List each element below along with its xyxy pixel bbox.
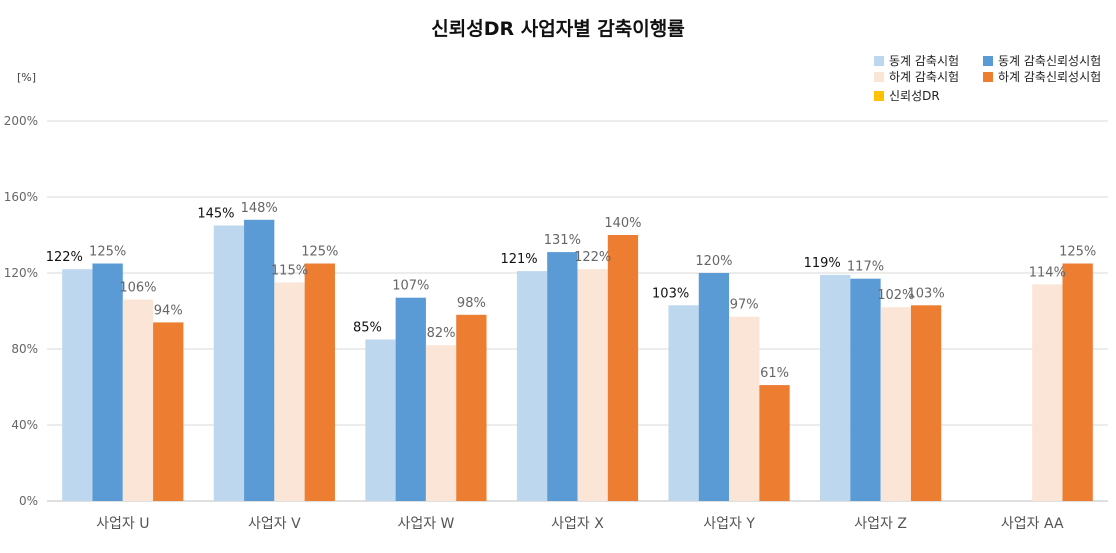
bar	[516, 271, 548, 501]
y-tick-label: 40%	[11, 418, 38, 432]
data-label: 61%	[760, 366, 789, 381]
data-label: 102%	[877, 288, 914, 303]
data-label: 115%	[271, 264, 308, 279]
bar	[213, 225, 245, 501]
bar	[1062, 263, 1093, 501]
bar	[729, 316, 760, 501]
category-label: 사업자 Y	[703, 516, 755, 532]
category-label: 사업자 Z	[854, 516, 907, 532]
bar	[759, 385, 790, 501]
data-label: 107%	[392, 279, 429, 294]
data-label: 94%	[154, 303, 183, 318]
data-label: 103%	[908, 286, 945, 301]
legend-swatch	[874, 72, 884, 82]
bar	[244, 219, 275, 502]
bar	[698, 273, 730, 501]
legend-label: 동계 감축신뢰성시험	[998, 54, 1101, 68]
bar	[395, 297, 426, 501]
legend-swatch	[983, 72, 993, 82]
chart-title: 신뢰성DR 사업자별 감축이행률	[431, 18, 684, 40]
legend-swatch	[874, 56, 884, 66]
data-label: 120%	[695, 254, 732, 269]
y-tick-label: 0%	[19, 494, 38, 508]
bar	[456, 314, 487, 501]
data-label: 85%	[353, 321, 382, 336]
data-label: 122%	[46, 250, 83, 265]
data-label: 82%	[427, 326, 456, 341]
data-label: 125%	[89, 245, 126, 260]
legend-label: 신뢰성DR	[889, 89, 940, 103]
y-unit-label: [%]	[17, 71, 36, 84]
y-tick-label: 80%	[11, 342, 38, 356]
bars	[62, 219, 1093, 502]
bar	[274, 282, 305, 501]
bar	[304, 263, 335, 501]
data-label: 131%	[544, 233, 581, 248]
legend-label: 동계 감축시험	[889, 54, 959, 68]
data-label: 106%	[119, 281, 156, 296]
bar	[607, 235, 639, 501]
y-tick-label: 200%	[4, 114, 38, 128]
data-label: 125%	[1059, 245, 1096, 260]
bar	[122, 299, 154, 501]
bar	[62, 269, 93, 501]
y-tick-label: 120%	[4, 266, 38, 280]
bar	[577, 269, 608, 501]
bar	[910, 305, 942, 501]
data-label: 114%	[1029, 265, 1066, 280]
category-label: 사업자 V	[248, 516, 301, 532]
bar	[820, 274, 851, 501]
data-label: 148%	[241, 201, 278, 216]
data-label: 140%	[604, 216, 641, 231]
legend-swatch	[874, 91, 884, 101]
y-tick-label: 160%	[4, 190, 38, 204]
bar	[92, 263, 123, 501]
category-label: 사업자 X	[551, 516, 604, 532]
bar	[880, 307, 911, 501]
data-label: 98%	[457, 296, 486, 311]
bar	[668, 305, 699, 501]
data-label: 117%	[847, 260, 884, 275]
data-label: 97%	[730, 298, 759, 313]
legend-label: 하계 감축시험	[889, 70, 959, 84]
data-label: 103%	[652, 286, 689, 301]
bar	[153, 322, 184, 501]
data-label: 121%	[500, 252, 537, 267]
data-label: 125%	[301, 245, 338, 260]
bar	[1032, 284, 1063, 501]
bar	[365, 339, 396, 501]
data-labels: 122% 125% 106% 94% 145% 148% 115% 125% 85% 107% 82…	[46, 201, 1097, 381]
legend-swatch	[983, 56, 993, 66]
category-label: 사업자 AA	[1001, 516, 1064, 532]
data-label: 145%	[197, 207, 234, 222]
y-axis-ticks: 0% 40% 80% 120% 160% 200%	[4, 114, 38, 508]
data-label: 122%	[574, 250, 611, 265]
bar	[425, 345, 457, 501]
bar	[547, 252, 578, 501]
x-axis-categories: 사업자 U 사업자 V 사업자 W 사업자 X 사업자 Y 사업자 Z 사업자 AA	[96, 516, 1064, 532]
legend-label: 하계 감축신뢰성시험	[998, 70, 1101, 84]
data-label: 119%	[804, 256, 841, 271]
bar	[850, 278, 881, 501]
category-label: 사업자 U	[96, 516, 149, 532]
category-label: 사업자 W	[397, 516, 454, 532]
